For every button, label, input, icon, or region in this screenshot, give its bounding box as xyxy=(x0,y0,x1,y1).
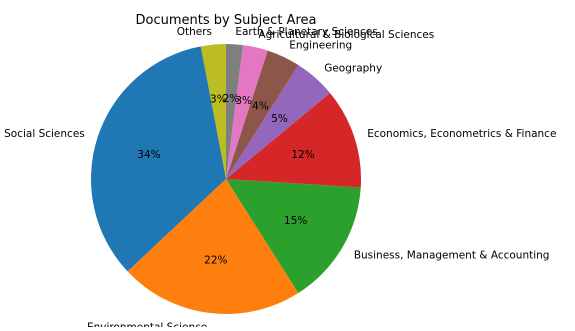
slice-others xyxy=(200,44,226,179)
slice-environmental-science xyxy=(127,179,299,314)
category-label-agricultural-biological-sciences: Agricultural & Biological Sciences xyxy=(258,29,434,41)
pct-label-agricultural-biological-sciences: 3% xyxy=(235,95,252,107)
category-label-earth-planetary-sciences: Earth & Planetary Sciences xyxy=(235,26,377,38)
pct-label-engineering: 4% xyxy=(252,101,269,113)
category-label-geography: Geography xyxy=(324,63,382,75)
pct-label-economics-econometrics-finance: 12% xyxy=(291,149,314,161)
percent-labels: 3%34%22%15%12%5%4%3%2% xyxy=(137,93,314,266)
category-label-social-sciences: Social Sciences xyxy=(4,128,85,140)
category-label-environmental-science: Environmental Science xyxy=(87,321,207,327)
slice-business-management-accounting xyxy=(226,179,361,293)
slice-agricultural-biological-sciences xyxy=(226,45,268,179)
slice-social-sciences xyxy=(91,46,226,272)
category-label-others: Others xyxy=(177,26,212,38)
pie-slices xyxy=(91,44,361,314)
slice-economics-econometrics-finance xyxy=(226,92,361,188)
pct-label-business-management-accounting: 15% xyxy=(284,215,307,227)
category-label-business-management-accounting: Business, Management & Accounting xyxy=(354,250,550,262)
slice-geography xyxy=(226,65,331,179)
chart-title: Documents by Subject Area xyxy=(136,13,317,28)
pct-label-others: 3% xyxy=(210,93,227,105)
pct-label-social-sciences: 34% xyxy=(137,149,160,161)
category-label-engineering: Engineering xyxy=(289,40,352,52)
pct-label-earth-planetary-sciences: 2% xyxy=(223,93,240,105)
category-labels: Others Social Sciences Environmental Scien… xyxy=(4,26,556,331)
pct-label-geography: 5% xyxy=(271,113,288,125)
slice-earth-planetary-sciences xyxy=(226,44,243,179)
slice-engineering xyxy=(226,50,299,180)
pct-label-environmental-science: 22% xyxy=(204,254,227,266)
category-label-economics-econometrics-finance: Economics, Econometrics & Finance xyxy=(367,128,556,140)
